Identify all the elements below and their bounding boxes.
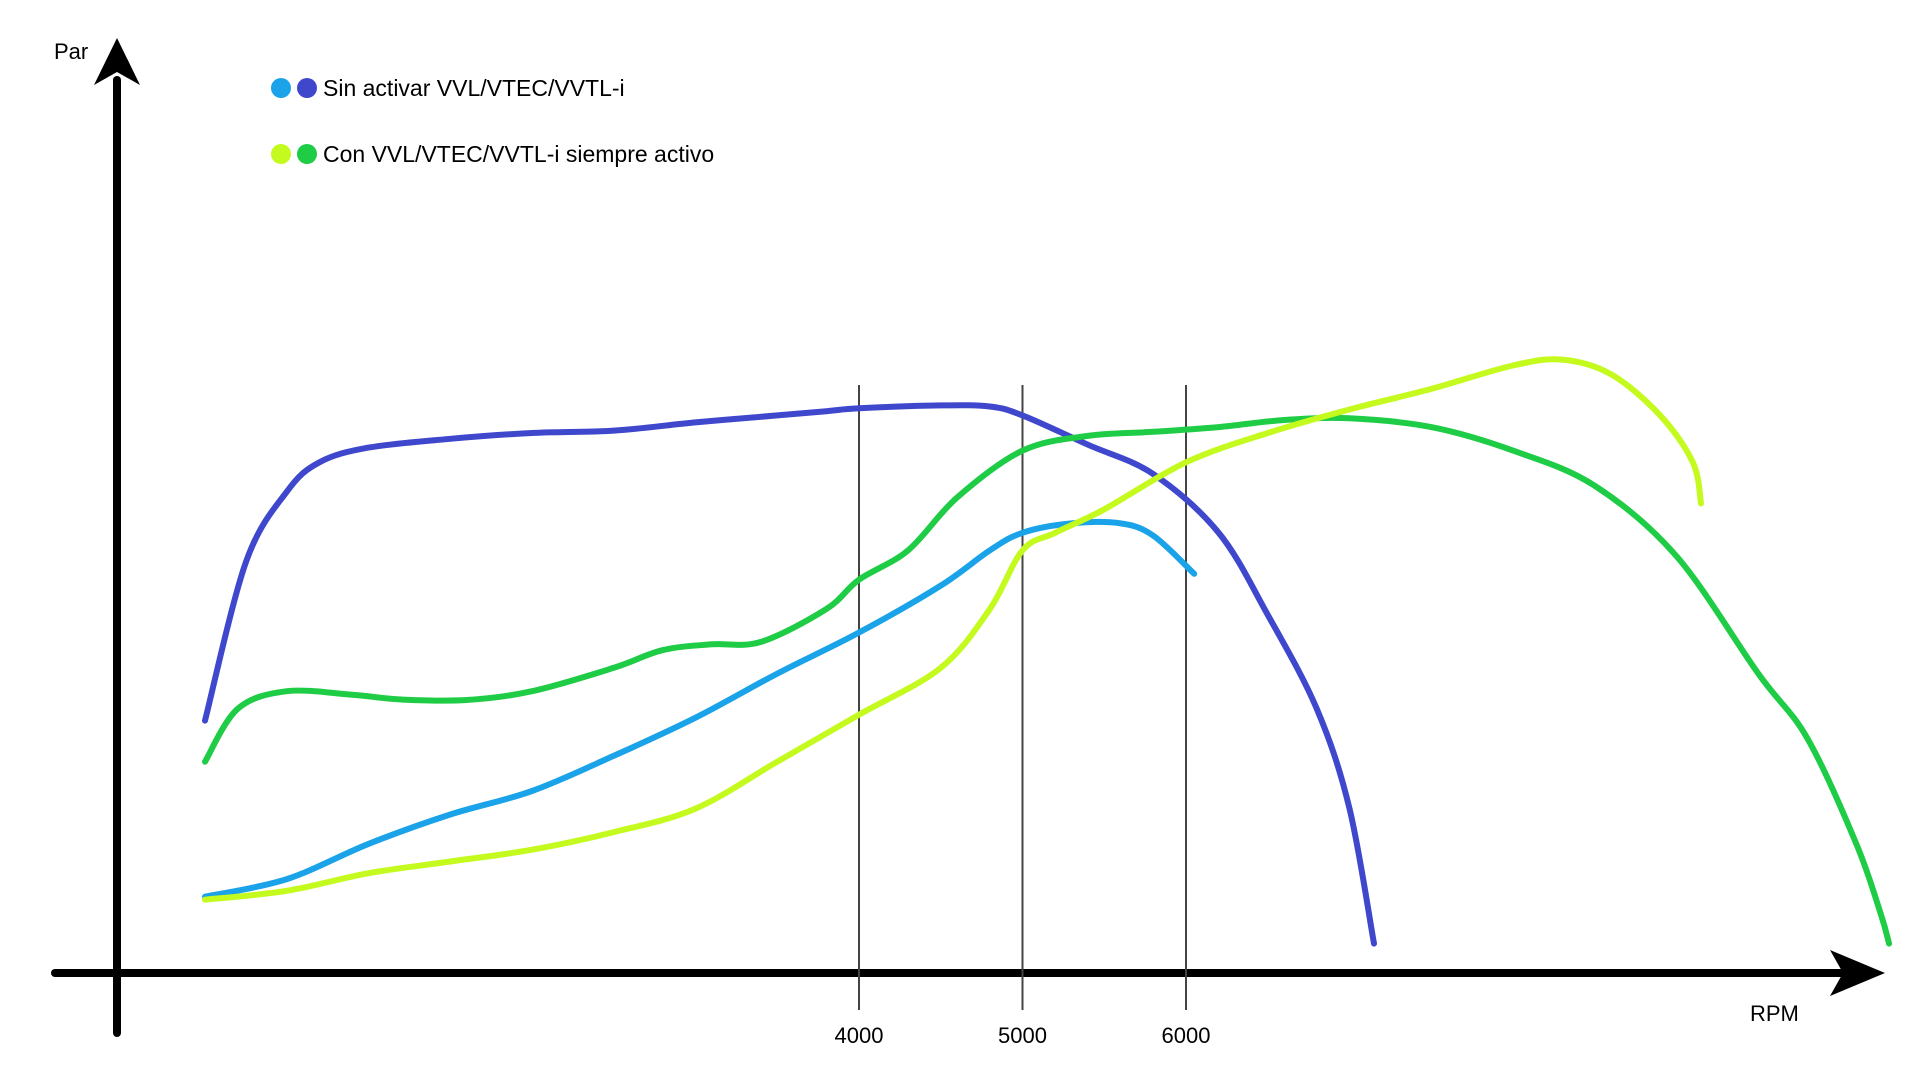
series-line-4 [202,356,1704,903]
series-line-2 [202,519,1198,900]
series-line-3 [202,414,1893,947]
legend-item-on: Con VVL/VTEC/VVTL-i siempre activo [271,141,714,167]
series-group [202,356,1893,947]
x-tick-label: 4000 [835,1023,884,1048]
x-tick-group: 4000 5000 6000 [835,385,1211,1048]
x-tick-label: 5000 [998,1023,1047,1048]
legend-item-off: Sin activar VVL/VTEC/VVTL-i [271,75,625,101]
legend-dot [297,78,317,98]
x-axis-label: RPM [1750,1001,1799,1026]
legend-label: Con VVL/VTEC/VVTL-i siempre activo [323,141,714,167]
legend: Sin activar VVL/VTEC/VVTL-i Con VVL/VTEC… [271,75,714,167]
legend-label: Sin activar VVL/VTEC/VVTL-i [323,75,625,101]
legend-dot [271,78,291,98]
legend-dot [271,144,291,164]
legend-dot [297,144,317,164]
x-axis-arrowhead [1830,950,1885,996]
series-line-1 [202,402,1377,947]
y-axis-arrowhead [94,38,140,85]
y-axis-label: Par [54,39,88,64]
x-tick-label: 6000 [1162,1023,1211,1048]
